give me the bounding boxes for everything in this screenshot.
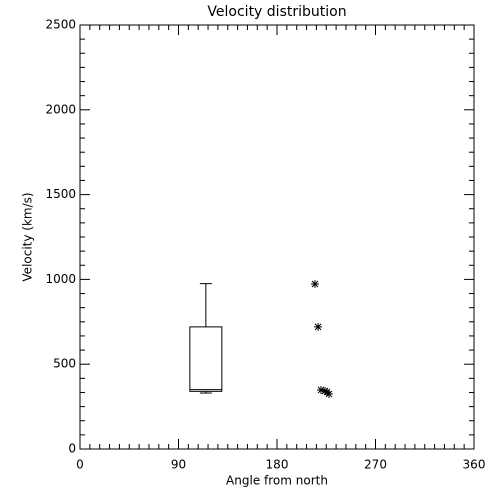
x-axis-label: Angle from north [226,474,328,488]
y-axis-label: Velocity (km/s) [21,192,35,281]
point [321,386,330,395]
y-tick-label: 1500 [45,187,76,201]
chart-title: Velocity distribution [207,4,346,20]
y-tick-label: 500 [53,357,76,371]
plot-frame [79,24,475,450]
y-tick-label: 1000 [45,272,76,286]
x-tick-label: 90 [171,458,186,472]
y-tick-label: 2500 [45,18,76,32]
y-tick-label: 2000 [45,102,76,116]
y-tick-label: 0 [68,442,76,456]
point [316,385,325,394]
x-tick-label: 360 [463,458,486,472]
x-tick-label: 270 [364,458,387,472]
point [324,390,333,399]
x-tick-label: 180 [266,458,289,472]
x-tick-label: 0 [76,458,84,472]
box [189,326,223,392]
point [314,322,323,331]
point [310,279,319,288]
